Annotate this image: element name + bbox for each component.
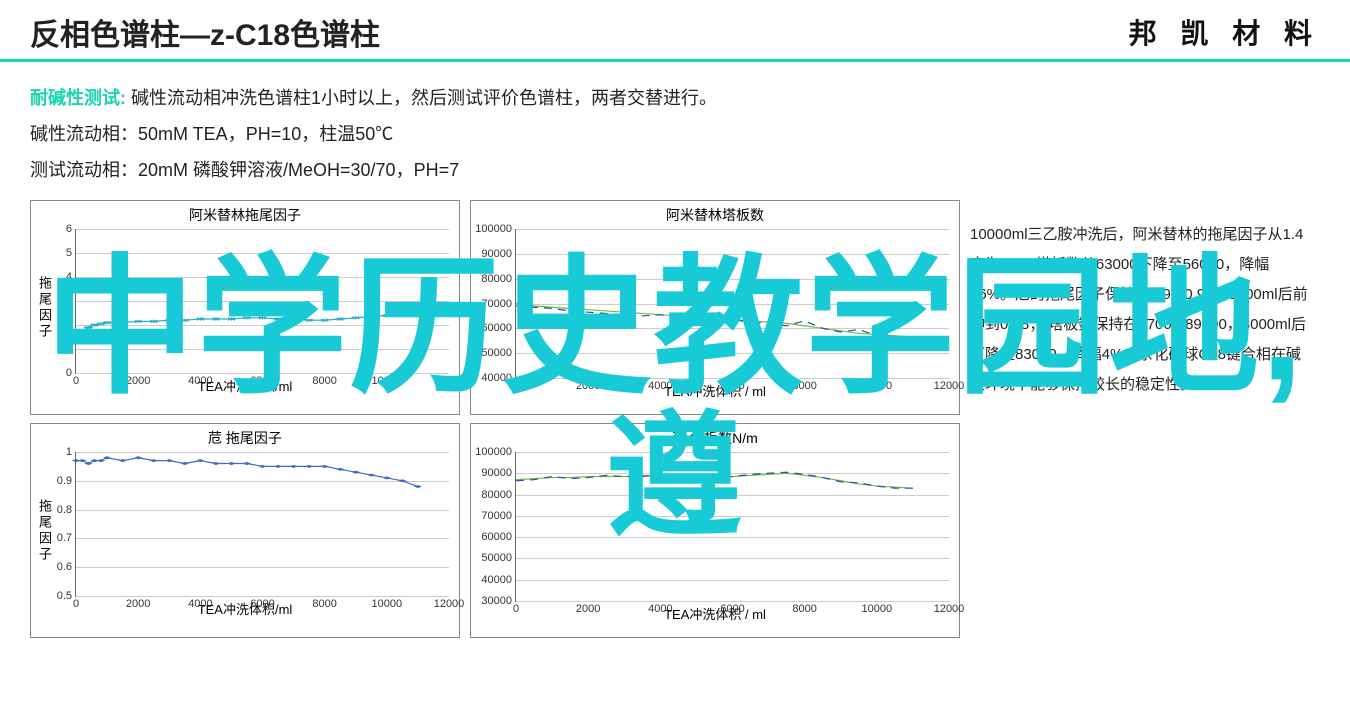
chart-column-right: 阿米替林塔板数 40000500006000070000800009000010… — [470, 200, 960, 638]
chart-column-left: 阿米替林拖尾因子 拖尾因子 01234560200040006000800010… — [30, 200, 460, 638]
header: 反相色谱柱—z-C18色谱柱 邦 凯 材 料 — [0, 0, 1350, 59]
chart-ylabel: 拖尾因子 — [35, 276, 54, 340]
desc-highlight: 耐碱性测试: — [30, 88, 126, 108]
chart-title: 苊 拖尾因子 — [31, 424, 459, 448]
description-block: 耐碱性测试: 碱性流动相冲洗色谱柱1小时以上，然后测试评价色谱柱，两者交替进行。… — [0, 80, 1350, 188]
desc-line-1: 耐碱性测试: 碱性流动相冲洗色谱柱1小时以上，然后测试评价色谱柱，两者交替进行。 — [30, 80, 1320, 116]
chart-plot: 0.50.60.70.80.91020004000600080001000012… — [75, 452, 449, 597]
chart-plot: 4000050000600007000080000900001000000200… — [515, 229, 949, 379]
page-title: 反相色谱柱—z-C18色谱柱 — [30, 10, 380, 54]
chart-2: 阿米替林塔板数 40000500006000070000800009000010… — [470, 200, 960, 415]
chart-1: 阿米替林拖尾因子 拖尾因子 01234560200040006000800010… — [30, 200, 460, 415]
desc-line-3: 测试流动相：20mM 磷酸钾溶液/MeOH=30/70，PH=7 — [30, 152, 1320, 188]
desc-text-1: 碱性流动相冲洗色谱柱1小时以上，然后测试评价色谱柱，两者交替进行。 — [131, 88, 717, 108]
title-divider — [0, 59, 1350, 62]
chart-ylabel: 拖尾因子 — [35, 499, 54, 563]
chart-plot: 3000040000500006000070000800009000010000… — [515, 452, 949, 602]
chart-title: 苊 塔板数N/m — [471, 424, 959, 448]
chart-4: 苊 塔板数N/m 3000040000500006000070000800009… — [470, 423, 960, 638]
side-description: 10000ml三乙胺冲洗后，阿米替林的拖尾因子从1.4变为2.5，塔板数从630… — [970, 200, 1310, 638]
brand-logo: 邦 凯 材 料 — [1129, 12, 1320, 52]
content-area: 阿米替林拖尾因子 拖尾因子 01234560200040006000800010… — [0, 188, 1350, 638]
desc-line-2: 碱性流动相：50mM TEA，PH=10，柱温50℃ — [30, 116, 1320, 152]
chart-plot: 0123456020004000600080001000012000 — [75, 229, 449, 374]
chart-3: 苊 拖尾因子 拖尾因子 0.50.60.70.80.91020004000600… — [30, 423, 460, 638]
chart-title: 阿米替林拖尾因子 — [31, 201, 459, 225]
chart-title: 阿米替林塔板数 — [471, 201, 959, 225]
